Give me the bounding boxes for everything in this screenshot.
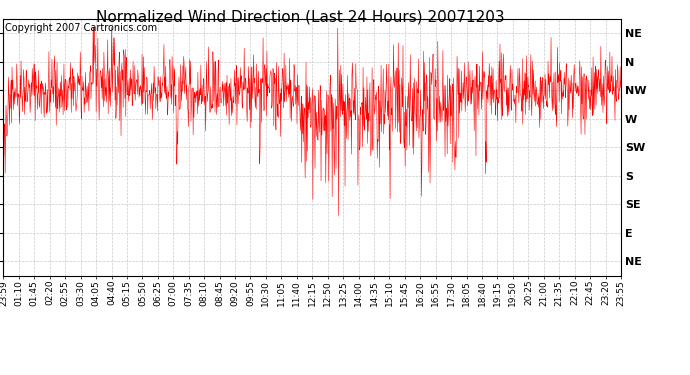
Text: Normalized Wind Direction (Last 24 Hours) 20071203: Normalized Wind Direction (Last 24 Hours… <box>96 9 504 24</box>
Text: Copyright 2007 Cartronics.com: Copyright 2007 Cartronics.com <box>5 22 157 33</box>
